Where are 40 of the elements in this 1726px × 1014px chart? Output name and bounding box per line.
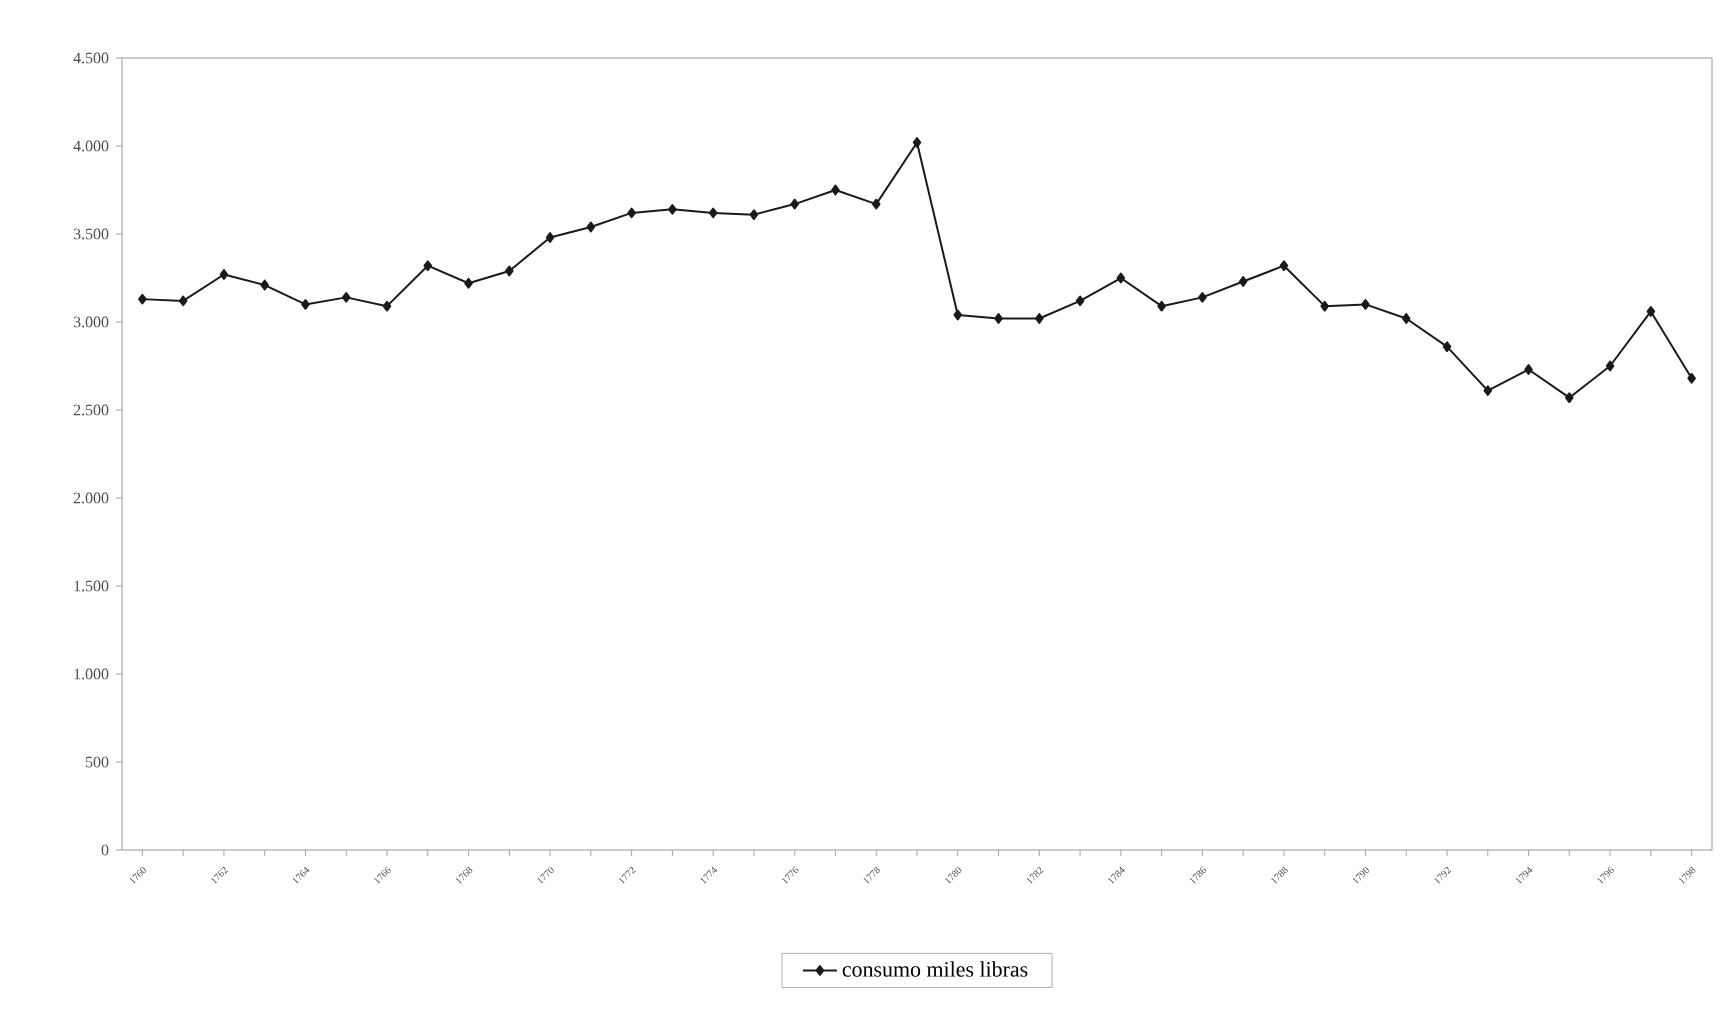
point bbox=[545, 232, 555, 243]
point bbox=[1605, 360, 1615, 372]
point bbox=[627, 207, 636, 219]
point bbox=[178, 295, 188, 307]
point bbox=[423, 260, 433, 272]
point bbox=[1238, 276, 1248, 287]
legend-label: consumo miles libras bbox=[842, 961, 1028, 977]
point bbox=[708, 207, 718, 219]
point bbox=[1687, 372, 1696, 384]
point bbox=[831, 184, 840, 196]
point bbox=[912, 137, 922, 148]
point bbox=[464, 277, 473, 289]
point bbox=[1320, 300, 1329, 312]
point bbox=[301, 299, 310, 310]
point bbox=[1075, 295, 1085, 307]
point bbox=[138, 293, 147, 305]
point bbox=[1116, 272, 1126, 284]
point bbox=[1442, 341, 1452, 353]
point bbox=[668, 203, 677, 215]
point bbox=[1646, 306, 1656, 317]
point bbox=[382, 300, 392, 312]
point bbox=[1565, 392, 1574, 404]
point bbox=[1524, 364, 1533, 375]
point bbox=[1483, 385, 1493, 397]
point bbox=[219, 269, 229, 280]
point bbox=[505, 265, 514, 277]
point bbox=[1157, 300, 1166, 312]
point bbox=[341, 291, 351, 303]
point bbox=[1361, 299, 1370, 310]
point bbox=[749, 209, 759, 221]
point bbox=[260, 279, 269, 291]
point bbox=[586, 221, 596, 233]
point bbox=[994, 313, 1003, 324]
point bbox=[790, 198, 799, 210]
point bbox=[1401, 313, 1411, 324]
point bbox=[871, 198, 881, 210]
point bbox=[953, 309, 963, 321]
point bbox=[1198, 291, 1207, 303]
point bbox=[1279, 260, 1289, 272]
point bbox=[1035, 313, 1044, 324]
